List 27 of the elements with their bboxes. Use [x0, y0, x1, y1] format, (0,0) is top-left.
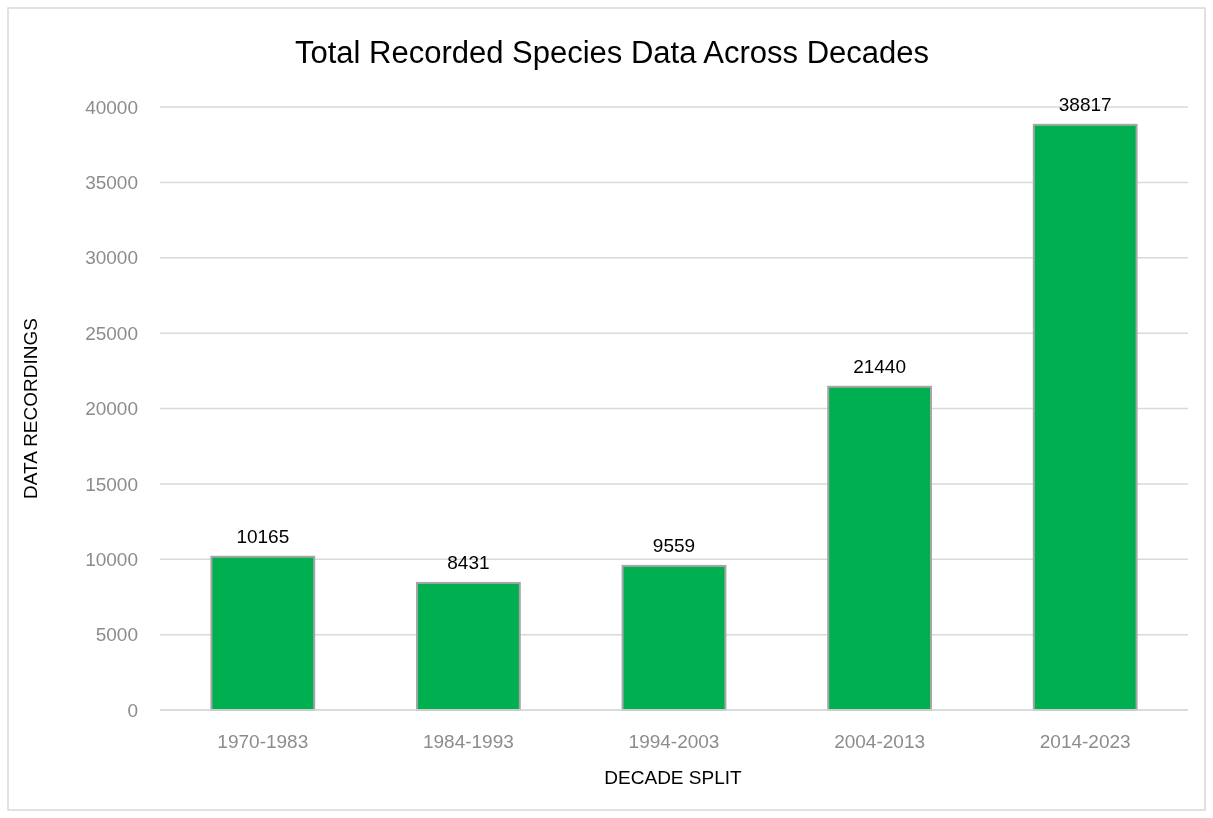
data-label: 38817 — [1058, 93, 1112, 115]
y-tick-label: 15000 — [85, 473, 138, 495]
y-tick-label: 20000 — [85, 398, 138, 420]
bar — [416, 581, 521, 711]
x-tick-label: 2014-2023 — [1039, 731, 1131, 752]
bar — [1032, 123, 1138, 711]
chart-title: Total Recorded Species Data Across Decades — [294, 35, 930, 70]
x-tick-label: 1994-2003 — [628, 731, 720, 752]
x-tick-label: 1970-1983 — [217, 731, 309, 752]
y-tick-label: 25000 — [85, 322, 138, 344]
data-label: 9559 — [652, 534, 696, 556]
y-tick-label: 5000 — [95, 624, 138, 646]
y-tick-label: 35000 — [85, 172, 138, 194]
x-tick-label: 1984-1993 — [422, 731, 514, 752]
bar — [210, 555, 316, 711]
y-tick-label: 10000 — [85, 548, 138, 570]
x-tick-label: 2004-2013 — [834, 731, 926, 752]
y-tick-label: 40000 — [85, 96, 138, 118]
x-axis-title: DECADE SPLIT — [604, 767, 743, 788]
y-tick-label: 0 — [127, 699, 138, 721]
data-label: 10165 — [236, 525, 290, 547]
y-tick-label: 30000 — [85, 247, 138, 269]
data-label: 8431 — [447, 551, 490, 573]
data-label: 21440 — [853, 355, 907, 377]
bar — [621, 564, 727, 711]
y-axis-title: DATA RECORDINGS — [20, 318, 41, 499]
bar — [827, 385, 932, 711]
